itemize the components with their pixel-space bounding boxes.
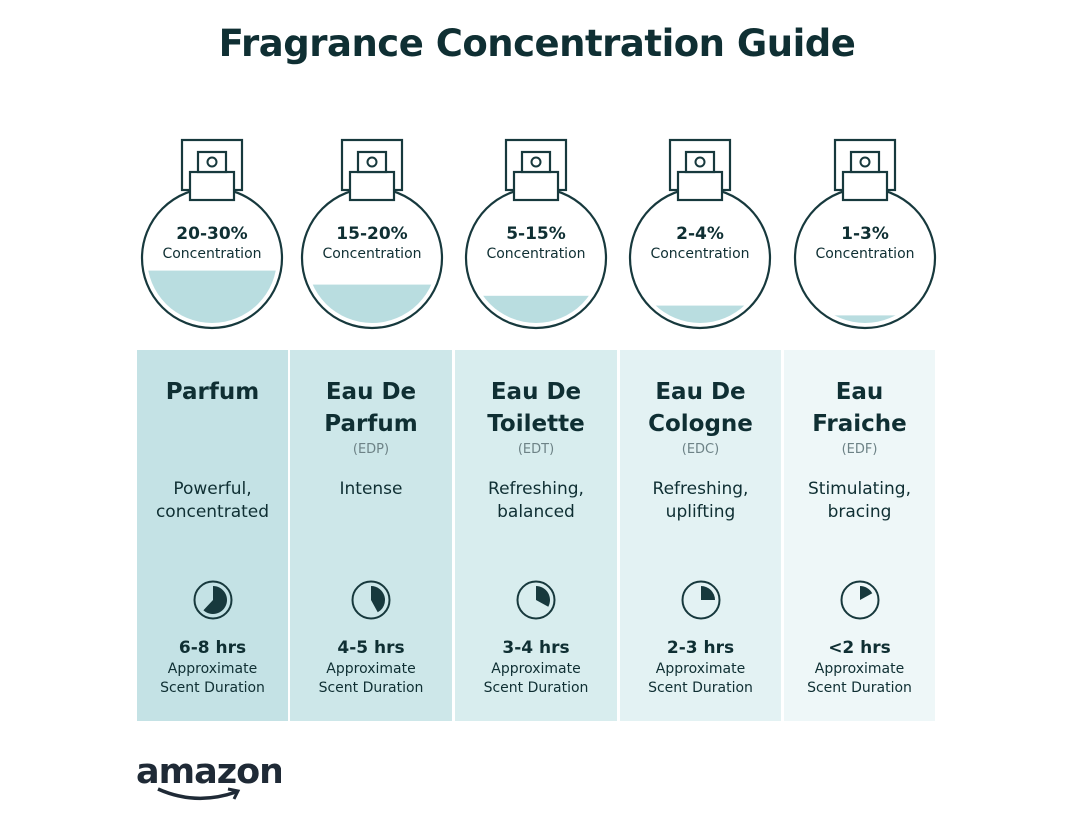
- fragrance-column: Eau Fraiche (EDF) Stimulating, bracing <2 …: [784, 350, 935, 721]
- duration-label: Approximate Scent Duration: [620, 660, 781, 698]
- page-title: Fragrance Concentration Guide: [218, 22, 856, 65]
- name-line: Parfum: [324, 411, 418, 437]
- approx-line: Approximate: [814, 661, 905, 677]
- desc-line: bracing: [827, 502, 892, 522]
- desc-line: Powerful,: [173, 479, 252, 499]
- scent-duration: 2-3 hrs: [666, 638, 735, 658]
- clock-fill: [202, 586, 227, 614]
- fragrance-name: Eau Fraiche: [784, 376, 935, 440]
- fragrance-description: Powerful, concentrated: [137, 478, 288, 524]
- desc-line: Intense: [339, 479, 403, 499]
- perfume-bottle-icon: [292, 138, 452, 333]
- name-line: Cologne: [648, 411, 753, 437]
- duration-label: Approximate Scent Duration: [784, 660, 935, 698]
- fragrance-abbreviation: (EDF): [841, 442, 878, 457]
- fragrance-name: Eau De Cologne: [620, 376, 781, 440]
- approx-line: Approximate: [167, 661, 258, 677]
- perfume-bottle-icon: [620, 138, 780, 333]
- fragrance-column: Eau De Cologne (EDC) Refreshing, uplifting…: [620, 350, 781, 721]
- fragrance-abbreviation: (EDC): [681, 442, 720, 457]
- fragrance-name: Parfum: [137, 376, 288, 408]
- approx-line: Scent Duration: [483, 680, 589, 696]
- fragrance-abbreviation: (EDP): [352, 442, 390, 457]
- approx-line: Approximate: [326, 661, 416, 677]
- clock-icon: [193, 580, 232, 620]
- fragrance-description: Refreshing, uplifting: [620, 478, 781, 524]
- clock-icon: [840, 580, 879, 620]
- clock-fill: [859, 586, 872, 600]
- name-line: Fraiche: [812, 411, 907, 437]
- approx-line: Scent Duration: [160, 680, 265, 696]
- duration-label: Approximate Scent Duration: [455, 660, 617, 698]
- name-line: Eau: [835, 379, 884, 405]
- clock-fill: [700, 586, 715, 600]
- concentration-label: Concentration: [322, 246, 422, 262]
- concentration-percent: 2-4%: [676, 224, 724, 244]
- clock-icon: [351, 580, 391, 620]
- concentration-label: Concentration: [162, 246, 262, 262]
- fragrance-description: Stimulating, bracing: [784, 478, 935, 524]
- desc-line: Stimulating,: [807, 479, 911, 499]
- duration-label: Approximate Scent Duration: [290, 660, 452, 698]
- fragrance-column: Parfum Powerful, concentrated 6-8 hrs App…: [137, 350, 288, 721]
- desc-line: Refreshing,: [652, 479, 749, 499]
- concentration-percent: 1-3%: [841, 224, 889, 244]
- fragrance-description: Refreshing, balanced: [455, 478, 617, 524]
- desc-line: uplifting: [665, 502, 736, 522]
- clock-icon: [681, 580, 720, 620]
- scent-duration: 3-4 hrs: [502, 638, 570, 658]
- concentration-percent: 20-30%: [176, 224, 248, 244]
- scent-duration: <2 hrs: [828, 638, 891, 658]
- name-line: Eau De: [325, 379, 417, 405]
- liquid-fill: [307, 284, 437, 323]
- duration-label: Approximate Scent Duration: [137, 660, 288, 698]
- desc-line: Refreshing,: [488, 479, 584, 499]
- fragrance-name: Eau De Toilette: [455, 376, 617, 440]
- clock-icon: [516, 580, 556, 620]
- approx-line: Approximate: [491, 661, 581, 677]
- concentration-percent: 15-20%: [336, 224, 408, 244]
- clock-fill: [371, 586, 385, 613]
- svg-text:amazon: amazon: [136, 752, 281, 792]
- perfume-bottle-icon: [785, 138, 945, 333]
- name-line: Eau De: [490, 379, 582, 405]
- perfume-bottle-icon: [456, 138, 616, 333]
- approx-line: Approximate: [655, 661, 746, 677]
- name-line: Parfum: [165, 379, 260, 405]
- approx-line: Scent Duration: [318, 680, 424, 696]
- desc-line: balanced: [497, 502, 575, 522]
- scent-duration: 6-8 hrs: [178, 638, 247, 658]
- desc-line: concentrated: [155, 502, 270, 522]
- approx-line: Scent Duration: [648, 680, 753, 696]
- fragrance-description: Intense: [290, 478, 452, 501]
- fragrance-column: Eau De Parfum (EDP) Intense 4-5 hrs Appro…: [290, 350, 452, 721]
- approx-line: Scent Duration: [807, 680, 912, 696]
- scent-duration: 4-5 hrs: [337, 638, 405, 658]
- fragrance-column: Eau De Toilette (EDT) Refreshing, balanced…: [455, 350, 617, 721]
- concentration-label: Concentration: [815, 246, 915, 262]
- fragrance-name: Eau De Parfum: [290, 376, 452, 440]
- name-line: Eau De: [655, 379, 746, 405]
- liquid-fill: [800, 315, 930, 323]
- concentration-label: Concentration: [650, 246, 750, 262]
- concentration-percent: 5-15%: [506, 224, 566, 244]
- perfume-bottle-icon: [132, 138, 292, 333]
- fragrance-abbreviation: (EDT): [517, 442, 555, 457]
- concentration-label: Concentration: [486, 246, 586, 262]
- amazon-logo: amazon: [136, 750, 284, 809]
- name-line: Toilette: [487, 411, 585, 437]
- clock-fill: [536, 586, 550, 607]
